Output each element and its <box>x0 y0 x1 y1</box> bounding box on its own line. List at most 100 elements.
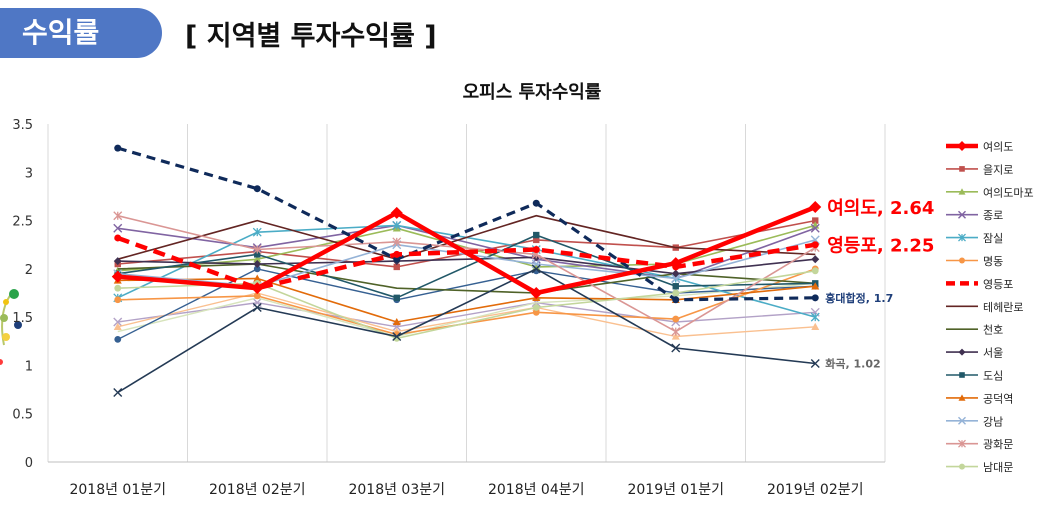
legend-marker <box>958 416 966 425</box>
legend-label: 강남 <box>983 415 1003 428</box>
legend-item: 여의도 <box>946 141 1013 154</box>
data-point <box>532 308 540 316</box>
x-tick-label: 2019년 02분기 <box>767 482 864 498</box>
series-화곡 <box>113 264 820 397</box>
y-tick-label: 1 <box>25 359 33 374</box>
data-point <box>811 294 819 302</box>
legend-label: 종로 <box>983 209 1003 222</box>
data-point <box>393 263 400 271</box>
data-point <box>811 282 820 290</box>
data-point <box>113 387 123 397</box>
series-line <box>117 205 817 296</box>
series-홍대합정 <box>114 144 819 304</box>
data-point <box>392 220 402 230</box>
series-line <box>117 214 816 333</box>
legend-marker <box>959 257 965 264</box>
legend-label: 테헤란로 <box>983 301 1023 314</box>
legend-marker <box>958 394 966 401</box>
legend-marker <box>958 188 966 195</box>
legend-marker <box>959 166 965 172</box>
data-point <box>811 322 820 330</box>
legend-label: 여의도마포 <box>983 186 1034 199</box>
chart-title: 오피스 투자수익률 <box>463 82 602 103</box>
data-point <box>114 296 122 304</box>
data-point <box>530 287 543 299</box>
data-point <box>253 274 262 282</box>
data-point <box>253 185 261 193</box>
legend-label: 명동 <box>983 255 1003 268</box>
series-천호 <box>117 263 816 294</box>
data-point <box>114 234 122 242</box>
data-point <box>532 199 540 207</box>
legend-item: 남대문 <box>946 461 1013 474</box>
data-point <box>671 343 681 353</box>
data-point <box>672 289 680 297</box>
series-테헤란로 <box>117 214 816 261</box>
series-line <box>117 146 816 302</box>
legend-item: 테헤란로 <box>946 301 1023 314</box>
legend-item: 공덕역 <box>946 392 1013 405</box>
data-point <box>393 255 401 263</box>
data-point <box>114 144 122 152</box>
legend-item: 천호 <box>946 323 1003 337</box>
data-point <box>252 302 262 312</box>
legend-item: 잠실 <box>946 232 1003 245</box>
legend-marker <box>957 141 967 151</box>
legend-marker <box>958 348 966 356</box>
data-label: 영등포, 2.25 <box>827 236 934 257</box>
series-line <box>117 263 816 294</box>
data-point <box>390 206 403 219</box>
data-point <box>671 327 681 337</box>
data-point <box>254 251 261 258</box>
legend-label: 서울 <box>983 347 1003 360</box>
legend-item: 종로 <box>946 209 1003 222</box>
legend-label: 을지로 <box>983 163 1013 176</box>
data-point <box>252 227 262 237</box>
data-point <box>114 335 122 343</box>
data-label: 여의도, 2.64 <box>827 198 934 219</box>
data-point <box>672 296 680 304</box>
data-point <box>392 331 402 341</box>
data-label: 화곡, 1.02 <box>825 356 880 370</box>
data-point <box>812 217 819 224</box>
legend-marker <box>958 210 966 219</box>
data-point <box>393 250 401 258</box>
legend-item: 영등포 <box>946 278 1013 291</box>
data-point <box>114 284 122 292</box>
y-tick-label: 3 <box>25 166 33 181</box>
data-point <box>672 283 679 290</box>
legend-label: 도심 <box>983 370 1003 383</box>
y-tick-label: 2 <box>25 263 33 278</box>
data-point <box>532 262 541 271</box>
data-point <box>113 211 123 221</box>
data-point <box>252 245 262 255</box>
legend-item: 광화문 <box>946 438 1013 451</box>
series-line <box>117 282 816 338</box>
series-line <box>117 214 816 261</box>
legend-item: 명동 <box>946 255 1003 268</box>
data-point <box>672 315 680 323</box>
data-point <box>531 264 541 274</box>
x-tick-label: 2018년 04분기 <box>488 482 585 498</box>
legend-label: 잠실 <box>983 232 1003 245</box>
data-point <box>671 274 681 284</box>
series-line <box>117 268 816 394</box>
data-point <box>392 317 401 326</box>
page-heading: [ 지역별 투자수익률 ] <box>185 21 437 52</box>
legend-label: 공덕역 <box>983 392 1013 405</box>
data-label: 홍대합정, 1.7 <box>825 291 893 305</box>
legend-item: 강남 <box>946 415 1003 428</box>
x-tick-label: 2018년 03분기 <box>348 482 445 498</box>
data-point <box>811 255 820 264</box>
legend-label: 여의도 <box>983 141 1013 154</box>
data-point <box>532 246 540 254</box>
section-tag: 수익률 <box>0 8 162 58</box>
data-point <box>533 231 540 239</box>
data-point <box>251 282 264 295</box>
series-line <box>117 302 816 328</box>
data-point <box>253 260 262 269</box>
legend-item: 여의도마포 <box>946 186 1034 199</box>
x-tick-label: 2018년 01분기 <box>69 482 166 498</box>
y-tick-label: 1.5 <box>12 311 33 326</box>
